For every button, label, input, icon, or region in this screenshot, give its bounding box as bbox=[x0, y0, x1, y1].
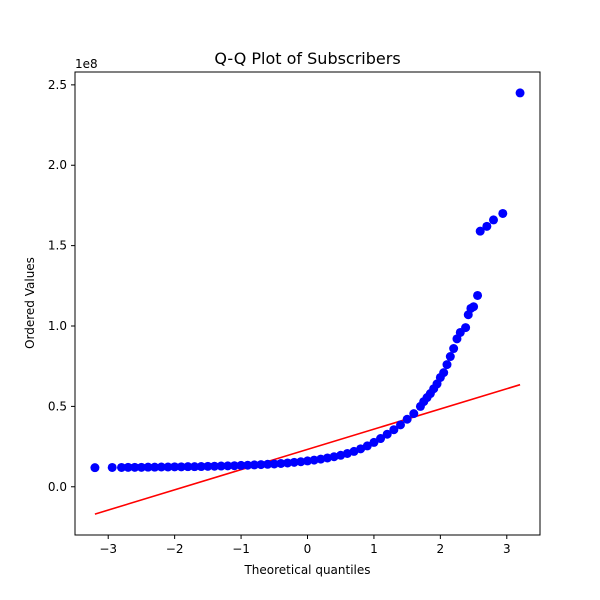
reference-line-layer bbox=[94, 383, 521, 515]
data-point bbox=[196, 462, 206, 472]
x-tick-label: 2 bbox=[437, 542, 445, 556]
data-point bbox=[409, 409, 419, 419]
x-tick-label: 3 bbox=[503, 542, 511, 556]
data-point bbox=[236, 460, 246, 470]
y-tick-label: 2.0 bbox=[48, 158, 67, 172]
data-point bbox=[117, 462, 126, 472]
data-point bbox=[203, 461, 213, 471]
data-point bbox=[130, 462, 140, 472]
y-offset-label: 1e8 bbox=[75, 57, 98, 71]
data-point bbox=[143, 462, 153, 472]
x-tick-label: −1 bbox=[232, 542, 250, 556]
data-point bbox=[163, 462, 173, 472]
x-tick-label: −2 bbox=[166, 542, 184, 556]
data-point bbox=[482, 221, 492, 231]
y-tick-label: 1.5 bbox=[48, 239, 67, 253]
data-point bbox=[498, 208, 508, 218]
data-point bbox=[369, 437, 379, 447]
data-point bbox=[256, 460, 266, 470]
x-axis-label: Theoretical quantiles bbox=[243, 563, 370, 577]
data-point bbox=[296, 457, 306, 467]
data-point bbox=[216, 461, 226, 471]
y-axis-label: Ordered Values bbox=[23, 257, 37, 349]
data-point bbox=[382, 429, 392, 439]
data-point bbox=[229, 461, 239, 471]
data-point bbox=[442, 360, 452, 370]
x-tick-label: 1 bbox=[370, 542, 378, 556]
data-point bbox=[439, 368, 449, 378]
chart-title: Q-Q Plot of Subscribers bbox=[214, 49, 400, 68]
data-point bbox=[276, 458, 286, 468]
data-point bbox=[473, 290, 483, 300]
data-point bbox=[263, 459, 273, 469]
y-tick-label: 1.0 bbox=[48, 319, 67, 333]
plot-area bbox=[90, 88, 525, 515]
x-tick-label: 0 bbox=[304, 542, 312, 556]
data-point bbox=[190, 462, 200, 472]
x-tick-label: −3 bbox=[99, 542, 117, 556]
data-point bbox=[107, 462, 117, 472]
data-point bbox=[316, 454, 326, 464]
data-point bbox=[289, 457, 299, 467]
data-point bbox=[309, 455, 319, 465]
data-point bbox=[170, 462, 180, 472]
data-point bbox=[176, 462, 186, 472]
data-point bbox=[396, 420, 405, 430]
data-point bbox=[156, 462, 166, 472]
data-point bbox=[389, 425, 399, 435]
data-point bbox=[136, 462, 146, 472]
data-point bbox=[475, 226, 485, 236]
data-points-layer bbox=[90, 88, 525, 473]
data-point bbox=[223, 461, 233, 471]
data-point bbox=[461, 323, 471, 333]
data-point bbox=[243, 460, 253, 470]
data-point bbox=[402, 414, 412, 424]
data-point bbox=[150, 462, 160, 472]
data-point bbox=[283, 458, 293, 468]
data-point bbox=[123, 462, 133, 472]
data-point bbox=[269, 459, 279, 469]
data-point bbox=[249, 460, 259, 470]
y-tick-label: 0.5 bbox=[48, 399, 67, 413]
y-tick-label: 0.0 bbox=[48, 480, 67, 494]
data-point bbox=[90, 463, 100, 473]
data-point bbox=[303, 456, 312, 466]
data-point bbox=[469, 302, 479, 312]
data-point bbox=[210, 461, 219, 471]
data-point bbox=[183, 462, 193, 472]
reference-line bbox=[94, 383, 521, 515]
data-point bbox=[376, 434, 386, 444]
y-tick-label: 2.5 bbox=[48, 78, 67, 92]
data-point bbox=[445, 352, 455, 362]
data-point bbox=[362, 441, 372, 451]
data-point bbox=[449, 344, 459, 354]
axes-layer: −3 −2 −1 0 1 2 3 0.0 0.5 1.0 1.5 2.0 2.5 bbox=[48, 71, 541, 556]
data-point bbox=[489, 215, 498, 225]
data-point bbox=[515, 88, 525, 98]
